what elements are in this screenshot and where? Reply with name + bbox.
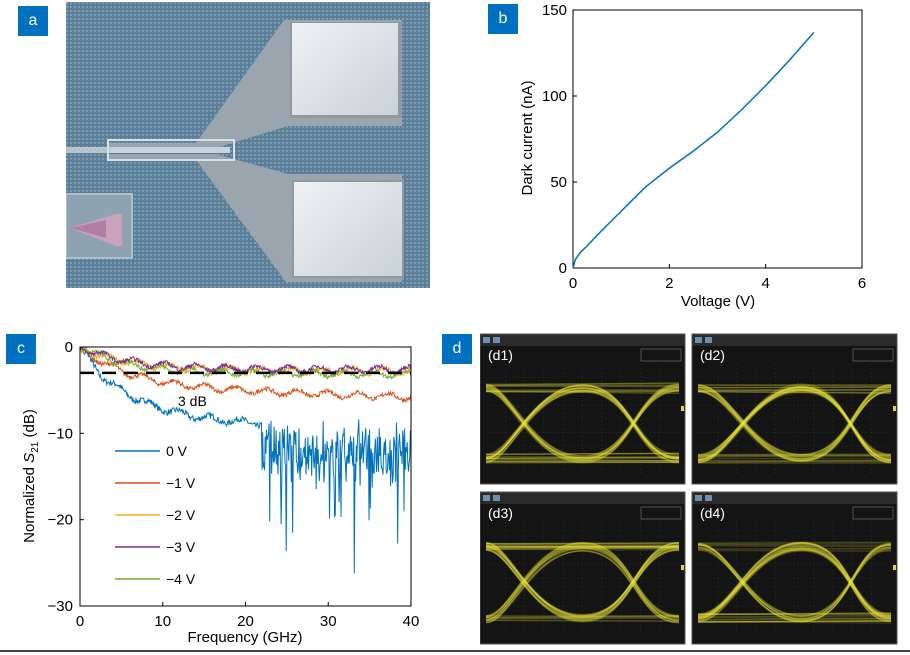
panel-d-badge: d xyxy=(442,334,472,364)
x-tick-label: 6 xyxy=(858,275,866,292)
eye-diagram-label: (d2) xyxy=(700,347,725,363)
x-tick-label: 10 xyxy=(154,613,171,630)
panel-b: 0 2 4 6 0 50 100 150 Voltage (V) Dark current (… xyxy=(470,0,910,318)
eye-diagram: (d3) xyxy=(480,492,685,644)
x-tick-label: 0 xyxy=(76,613,84,630)
x-axis-label: Voltage (V) xyxy=(681,293,755,310)
y-axis-label: Normalized S21 (dB) xyxy=(21,409,41,543)
x-axis-label: Frequency (GHz) xyxy=(187,629,302,646)
eye-diagram: (d4) xyxy=(692,492,897,644)
scope-menu-icon xyxy=(705,337,712,343)
eye-diagram: (d1) xyxy=(480,334,685,484)
legend-label: −1 V xyxy=(166,475,196,491)
panel-a-badge: a xyxy=(18,6,48,36)
eye-diagram-label: (d1) xyxy=(488,347,513,363)
eye-diagram: (d2) xyxy=(692,334,897,484)
legend-label: −4 V xyxy=(166,571,196,587)
legend-label: −3 V xyxy=(166,539,196,555)
scope-menu-icon xyxy=(483,337,490,343)
eye-trace xyxy=(486,620,679,621)
trigger-marker xyxy=(893,565,896,570)
scope-menu-icon xyxy=(483,495,490,501)
y-tick-label: −10 xyxy=(48,425,73,442)
y-tick-label: 50 xyxy=(550,174,567,191)
y-tick-label: −20 xyxy=(48,512,73,529)
y-tick-label: 150 xyxy=(542,2,567,19)
s21-chart: 0 10 20 30 40 0 −10 −20 −30 3 dB Frequency (GHz)… xyxy=(0,330,440,650)
eye-diagram-grid: (d1) (d2) (d3) (d4) xyxy=(480,330,910,650)
legend-label: −2 V xyxy=(166,507,196,523)
x-tick-label: 20 xyxy=(237,613,254,630)
panel-c: 0 10 20 30 40 0 −10 −20 −30 3 dB Frequency (GHz)… xyxy=(0,330,440,650)
eye-trace xyxy=(698,544,891,545)
series-line xyxy=(80,347,411,574)
eye-diagram-label: (d3) xyxy=(488,505,513,521)
x-tick-label: 40 xyxy=(403,613,420,630)
x-tick-label: 4 xyxy=(761,275,769,292)
scope-toolbar xyxy=(480,492,685,504)
eye-trace xyxy=(486,549,679,550)
scope-menu-icon xyxy=(695,337,702,343)
trigger-marker xyxy=(681,565,684,570)
eye-diagram-label: (d4) xyxy=(700,505,725,521)
panel-b-badge: b xyxy=(488,4,518,34)
x-tick-label: 30 xyxy=(320,613,337,630)
y-axis-label: Dark current (nA) xyxy=(519,80,536,195)
legend-label: 0 V xyxy=(166,443,188,459)
trigger-marker xyxy=(681,406,684,411)
dark-current-chart: 0 2 4 6 0 50 100 150 Voltage (V) Dark current (… xyxy=(470,0,910,318)
y-tick-label: 0 xyxy=(65,339,73,356)
legend: 0 V −1 V −2 V −3 V −4 V xyxy=(115,443,196,587)
panel-c-badge: c xyxy=(6,334,36,364)
device-micrograph xyxy=(66,2,430,288)
panel-d: d (d1) (d2) (d3) (d4) xyxy=(440,330,910,650)
scope-toolbar xyxy=(692,492,897,504)
plot-frame xyxy=(573,10,862,268)
plot-area xyxy=(80,347,411,574)
plot-frame xyxy=(80,347,411,606)
scope-menu-icon xyxy=(493,495,500,501)
y-tick-label: −30 xyxy=(48,598,73,615)
x-tick-label: 2 xyxy=(665,275,673,292)
y-tick-label: 100 xyxy=(542,88,567,105)
scope-menu-icon xyxy=(705,495,712,501)
x-tick-label: 0 xyxy=(569,275,577,292)
y-tick-label: 0 xyxy=(559,260,567,277)
scope-menu-icon xyxy=(493,337,500,343)
panel-a: a xyxy=(66,2,430,288)
trigger-marker xyxy=(893,406,896,411)
scope-menu-icon xyxy=(695,495,702,501)
scope-toolbar xyxy=(692,334,897,346)
dark-current-line xyxy=(573,32,814,268)
three-db-annotation: 3 dB xyxy=(178,393,207,409)
scope-toolbar xyxy=(480,334,685,346)
